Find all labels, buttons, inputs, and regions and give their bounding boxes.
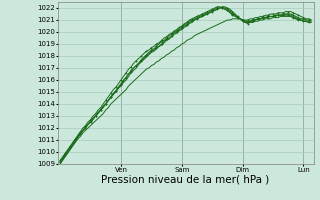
X-axis label: Pression niveau de la mer( hPa ): Pression niveau de la mer( hPa ) [101,174,270,184]
